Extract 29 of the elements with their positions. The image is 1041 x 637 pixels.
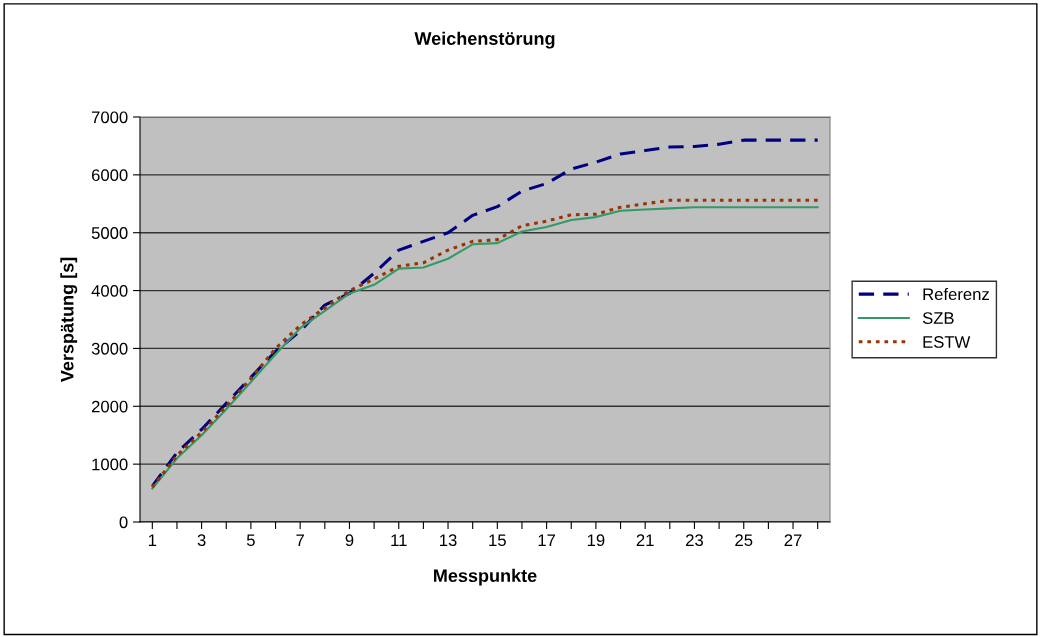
legend-label: Referenz [923,287,989,301]
x-tick-label: 21 [636,534,654,546]
x-tick-label: 19 [587,534,605,547]
y-tick-label: 7000 [91,111,128,124]
x-tick-label: 11 [391,534,407,546]
y-tick-label: 2000 [91,400,128,413]
x-tick-label: 9 [345,534,354,547]
x-tick-label: 25 [735,534,753,547]
line-series [150,138,820,488]
y-tick-label: 3000 [91,342,128,355]
x-tick-label: 23 [686,534,703,547]
x-axis-title: Messpunkte [434,568,537,586]
y-tick-label: 5000 [91,227,128,239]
x-tick-label: 1 [148,534,157,546]
legend-label: ESTW [923,336,971,348]
x-tick-label: 7 [296,534,304,546]
x-tick-label: 15 [489,534,506,547]
legend-label: SZB [922,312,954,324]
y-tick-label: 6000 [91,169,128,182]
y-tick-label: 4000 [91,284,128,297]
x-tick-label: 5 [246,534,255,547]
x-tick-label: 3 [197,534,206,547]
x-tick-label: 27 [784,534,802,546]
y-tick-label: 0 [119,516,128,529]
chart-title: Weichenstörung [414,31,555,49]
x-tick-label: 17 [538,534,556,546]
x-tick-label: 13 [440,534,457,547]
y-axis-title: Verspätung [s] [60,257,78,383]
y-tick-label: 1000 [92,458,128,471]
